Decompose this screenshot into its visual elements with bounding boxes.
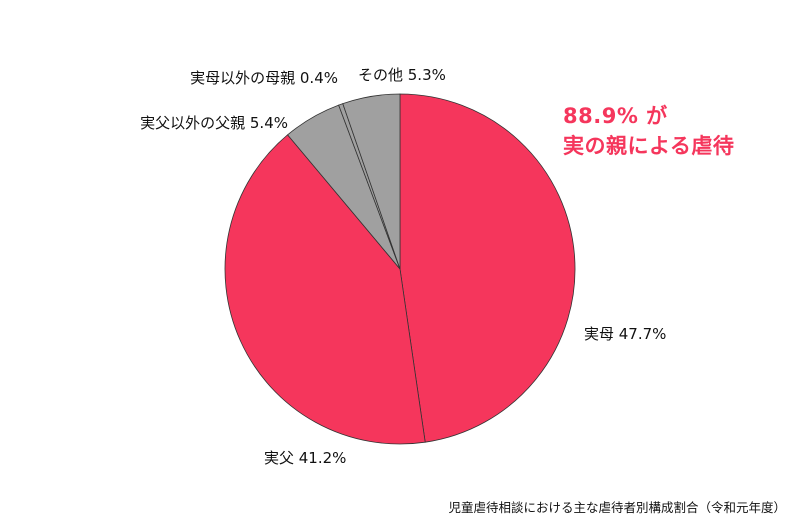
slice-label-5: その他 5.3% <box>358 66 446 84</box>
slice-labels: 実母 47.7% 実父 41.2% 実父以外の父親 5.4% 実母以外の母親 0.4%… <box>140 66 666 467</box>
chart-caption: 児童虐待相談における主な虐待者別構成割合（令和元年度） <box>448 500 786 515</box>
annotation-line-2: 実の親による虐待 <box>563 134 735 158</box>
slice-label-3: 実父以外の父親 5.4% <box>140 114 288 132</box>
pie-slices <box>224 93 576 445</box>
annotation-callout: 88.9% が 実の親による虐待 <box>563 101 734 161</box>
pie-slice-2 <box>224 134 426 445</box>
slice-label-1: 実母 47.7% <box>584 325 666 343</box>
pie-slice-1 <box>399 93 576 443</box>
pie-slice-5 <box>342 93 401 270</box>
annotation-line-1: 88.9% が <box>563 104 668 128</box>
slice-label-2: 実父 41.2% <box>264 449 346 467</box>
slice-label-4: 実母以外の母親 0.4% <box>190 69 338 87</box>
